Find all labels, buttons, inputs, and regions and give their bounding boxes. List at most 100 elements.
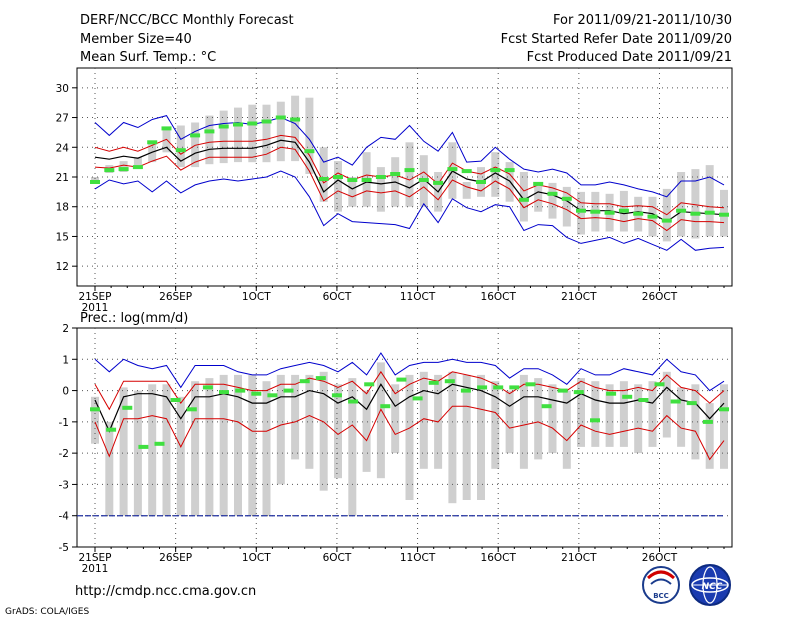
ensemble-bar	[705, 403, 714, 469]
ensemble-bar	[619, 381, 628, 447]
obs-marker	[493, 385, 504, 390]
obs-marker	[380, 404, 391, 409]
obs-marker	[147, 140, 158, 145]
obs-marker	[561, 196, 572, 201]
ensemble-bar	[534, 182, 543, 212]
obs-marker	[477, 385, 488, 390]
obs-marker	[170, 398, 181, 402]
y-tick-label: 0	[62, 386, 69, 398]
obs-marker	[654, 382, 665, 387]
ensemble-bar	[334, 384, 342, 479]
obs-marker	[186, 407, 197, 412]
obs-marker	[618, 208, 629, 213]
obs-marker	[404, 168, 415, 173]
ensemble-bar	[105, 421, 114, 516]
obs-marker	[719, 212, 729, 217]
obs-marker	[676, 208, 687, 213]
obs-marker	[175, 148, 186, 153]
ensemble-bar	[448, 371, 457, 504]
obs-marker	[154, 441, 165, 446]
obs-marker	[412, 396, 423, 401]
max-line	[94, 352, 725, 392]
obs-marker	[390, 172, 401, 176]
ensemble-bar	[405, 142, 414, 207]
y-tick-label: -3	[59, 479, 69, 491]
obs-marker	[364, 382, 375, 387]
obs-marker	[251, 391, 262, 396]
ensemble-bar	[577, 191, 585, 235]
obs-marker	[670, 399, 681, 404]
x-tick-label: 26SEP	[159, 291, 192, 303]
ensemble-bar	[119, 161, 128, 172]
ensemble-bar	[148, 384, 157, 516]
obs-marker	[509, 385, 520, 390]
ensemble-bar	[191, 381, 200, 516]
ensemble-bar	[548, 384, 557, 454]
obs-marker	[433, 180, 444, 185]
ensemble-bar	[462, 182, 471, 199]
ensemble-bar	[91, 177, 99, 182]
x-tick-label: 1OCT	[242, 291, 271, 303]
ensemble-bar	[305, 97, 314, 174]
obs-marker	[647, 214, 658, 219]
ensemble-bar	[491, 152, 500, 197]
obs-marker	[518, 197, 529, 202]
obs-marker	[444, 379, 455, 384]
ensemble-bar	[577, 378, 585, 447]
obs-marker	[218, 124, 229, 129]
footer-url[interactable]: http://cmdp.ncc.cma.gov.cn	[75, 584, 256, 599]
min-line	[94, 170, 725, 251]
ensemble-bar	[234, 374, 242, 516]
obs-marker	[590, 209, 601, 214]
obs-marker	[661, 218, 672, 223]
grads-credit: GrADS: COLA/IGES	[5, 607, 89, 617]
y-tick-label: -4	[59, 511, 70, 523]
obs-marker	[290, 117, 301, 122]
obs-marker	[361, 178, 372, 182]
obs-marker	[347, 178, 358, 182]
ensemble-bar	[562, 390, 571, 469]
obs-marker	[190, 133, 201, 138]
ensemble-bar	[634, 384, 643, 454]
obs-marker	[90, 180, 100, 184]
x-tick-label: 16OCT	[481, 291, 517, 303]
x-tick-label: 11OCT	[400, 552, 436, 564]
ensemble-bar	[605, 384, 614, 447]
ensemble-bar	[691, 384, 700, 460]
ensemble-bar	[276, 374, 285, 485]
ensemble-bar	[219, 374, 228, 516]
ncc-logo: NCC	[689, 564, 731, 606]
ensemble-bar	[548, 182, 557, 219]
obs-marker	[90, 407, 100, 412]
precip-label: Prec.: log(mm/d)	[80, 311, 188, 326]
y-tick-label: 30	[56, 83, 69, 95]
ensemble-bar	[462, 374, 471, 500]
obs-marker	[638, 398, 649, 402]
obs-marker	[606, 391, 617, 396]
ensemble-bar	[720, 384, 728, 469]
obs-marker	[461, 169, 472, 174]
obs-marker	[299, 379, 310, 384]
ensemble-bar	[305, 374, 314, 469]
x-tick-label: 26SEP	[159, 552, 192, 564]
ensemble-bar	[205, 115, 214, 165]
x-tick-label: 26OCT	[642, 291, 678, 303]
y-tick-label: 2	[62, 323, 69, 335]
ensemble-bar	[348, 378, 357, 516]
obs-marker	[525, 382, 536, 387]
ensemble-bar	[405, 374, 414, 500]
forecast-period: For 2011/09/21-2011/10/30	[553, 13, 732, 28]
y-tick-label: -1	[59, 417, 69, 429]
ensemble-bar	[91, 396, 99, 444]
ensemble-bar	[219, 110, 228, 164]
ensemble-bar	[262, 381, 271, 516]
y-tick-label: 12	[56, 261, 69, 273]
ensemble-bar	[691, 169, 700, 239]
member-size: Member Size=40	[80, 32, 192, 47]
ensemble-bar	[276, 101, 285, 162]
ensemble-bar	[519, 172, 528, 222]
ensemble-bar	[491, 381, 500, 469]
chart-title: DERF/NCC/BCC Monthly Forecast	[80, 13, 294, 28]
ensemble-bar	[234, 107, 242, 163]
obs-marker	[476, 180, 486, 184]
